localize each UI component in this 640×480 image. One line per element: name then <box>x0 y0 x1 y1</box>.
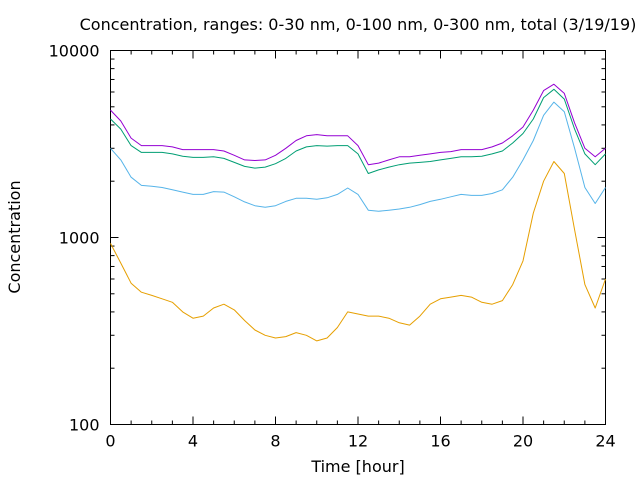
x-tick-label: 0 <box>105 432 115 451</box>
plot-frame <box>110 50 606 425</box>
series-line-3 <box>110 88 606 174</box>
series-line-1 <box>110 161 606 342</box>
x-axis-label: Time [hour] <box>310 457 404 476</box>
y-axis-ticks: 100 1000 10000 <box>49 42 606 435</box>
x-tick-label: 16 <box>430 432 450 451</box>
y-axis-label: Concentration <box>5 180 24 293</box>
x-tick-label: 20 <box>513 432 533 451</box>
chart-title: Concentration, ranges: 0-30 nm, 0-100 nm… <box>80 15 637 34</box>
minor-ticks <box>110 50 606 425</box>
plot-area: 0 4 8 12 16 20 24 100 1000 10000 <box>49 42 616 451</box>
x-axis-ticks: 0 4 8 12 16 20 24 <box>105 50 616 451</box>
series-line-4 <box>110 83 606 166</box>
y-tick-label: 1000 <box>59 229 100 248</box>
x-tick-label: 24 <box>595 432 615 451</box>
series-lines <box>110 83 606 342</box>
x-tick-label: 4 <box>188 432 198 451</box>
x-tick-label: 12 <box>348 432 368 451</box>
y-tick-label: 10000 <box>49 42 100 61</box>
x-tick-label: 8 <box>270 432 280 451</box>
y-tick-label: 100 <box>69 416 100 435</box>
series-line-2 <box>110 101 606 212</box>
